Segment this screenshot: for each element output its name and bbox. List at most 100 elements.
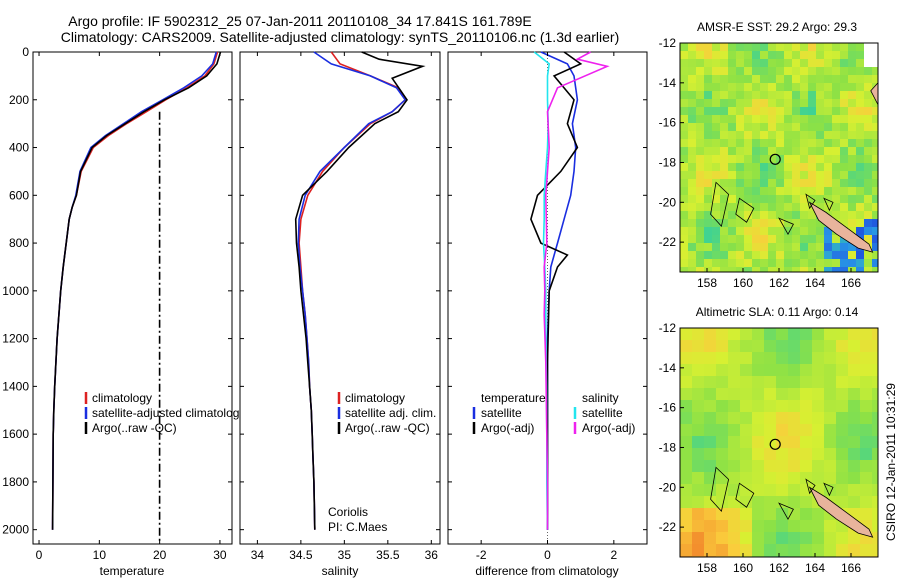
map-grid-cell (848, 203, 857, 212)
map-grid-cell (800, 131, 809, 140)
map-grid-cell (816, 171, 825, 180)
map-grid-cell (832, 131, 841, 140)
map-grid-cell (728, 328, 741, 341)
map-grid-cell (752, 203, 761, 212)
map-grid-cell (812, 532, 825, 545)
map-grid-cell (752, 179, 761, 188)
map-grid-cell (856, 179, 865, 188)
map-grid-cell (704, 227, 713, 236)
map-grid-cell (744, 259, 753, 268)
map-grid-cell (800, 544, 813, 557)
map-grid-cell (864, 195, 873, 204)
map-grid-cell (776, 448, 789, 461)
map-grid-cell (792, 227, 801, 236)
y-tick-label: -16 (659, 116, 677, 130)
map-grid-cell (704, 163, 713, 172)
map-grid-cell (848, 91, 857, 100)
map-grid-cell (776, 123, 785, 132)
map-grid-cell (752, 163, 761, 172)
map-grid-cell (760, 99, 769, 108)
map-grid-cell (680, 203, 689, 212)
map-grid-cell (696, 163, 705, 172)
map-grid-cell (680, 496, 693, 509)
reef-outline (710, 181, 730, 228)
map-grid-cell (864, 59, 873, 68)
map-grid-cell (832, 91, 841, 100)
x-tick-label: 30 (213, 548, 227, 562)
map-grid-cell (812, 508, 825, 521)
map-grid-cell (840, 43, 849, 52)
map-grid-cell (740, 364, 753, 377)
map-grid-cell (872, 412, 878, 425)
map-grid-cell (712, 99, 721, 108)
map-grid-cell (764, 508, 777, 521)
map-grid-cell (872, 267, 878, 272)
map-grid-cell (832, 179, 841, 188)
map-grid-cell (744, 51, 753, 60)
map-grid-cell (788, 544, 801, 557)
map-grid-cell (816, 235, 825, 244)
map-grid-cell (824, 43, 833, 52)
map-grid-cell (800, 259, 809, 268)
map-grid-cell (728, 460, 741, 473)
map-grid-cell (872, 496, 878, 509)
map-grid-cell (824, 556, 837, 557)
map-grid-cell (696, 131, 705, 140)
map-grid-cell (848, 412, 861, 425)
map-grid-cell (704, 195, 713, 204)
map-grid-cell (692, 364, 705, 377)
map-grid-cell (824, 448, 837, 461)
map-grid-cell (736, 179, 745, 188)
map-grid-cell (688, 91, 697, 100)
map-grid-cell (788, 556, 801, 557)
map-grid-cell (856, 211, 865, 220)
y-tick-label: 800 (9, 236, 29, 250)
map-grid-cell (800, 187, 809, 196)
map-grid-cell (692, 352, 705, 365)
map-grid-cell (728, 340, 741, 353)
map-grid-cell (688, 163, 697, 172)
map-grid-cell (704, 520, 717, 533)
map-grid-cell (848, 107, 857, 116)
map-grid-cell (808, 155, 817, 164)
land-vanuatu (870, 82, 878, 105)
reef-outline (778, 502, 794, 520)
map-grid-cell (728, 163, 737, 172)
map-grid-cell (740, 484, 753, 497)
map-grid-cell (824, 388, 837, 401)
map-grid-cell (740, 472, 753, 485)
map-grid-cell (864, 163, 873, 172)
map-grid-cell (744, 123, 753, 132)
reef-outline (823, 482, 834, 497)
map-grid-cell (744, 115, 753, 124)
map-grid-cell (808, 251, 817, 260)
map-grid-cell (768, 235, 777, 244)
map-grid-cell (776, 75, 785, 84)
map-grid-cell (720, 83, 729, 92)
map-grid-cell (824, 460, 837, 473)
y-tick-label: -22 (659, 520, 677, 534)
map-grid-cell (760, 75, 769, 84)
map-grid-cell (712, 235, 721, 244)
map-grid-cell (712, 211, 721, 220)
map-grid-cell (848, 267, 857, 272)
map-grid-cell (728, 364, 741, 377)
map-grid-cell (728, 496, 741, 509)
map-grid-cell (716, 424, 729, 437)
map-grid-cell (680, 163, 689, 172)
map-grid-cell (696, 139, 705, 148)
map-grid-cell (784, 155, 793, 164)
map-grid-cell (740, 400, 753, 413)
map-grid-cell (836, 352, 849, 365)
map-grid-cell (728, 75, 737, 84)
map-grid-cell (788, 352, 801, 365)
x-tick-label: 162 (769, 276, 789, 290)
map-grid-cell (716, 532, 729, 545)
map-grid-cell (744, 59, 753, 68)
map-grid-cell (840, 123, 849, 132)
map-grid-cell (740, 424, 753, 437)
map-grid-cell (788, 388, 801, 401)
map-grid-cell (712, 171, 721, 180)
map-grid-cell (728, 91, 737, 100)
y-tick-label: 600 (9, 188, 29, 202)
